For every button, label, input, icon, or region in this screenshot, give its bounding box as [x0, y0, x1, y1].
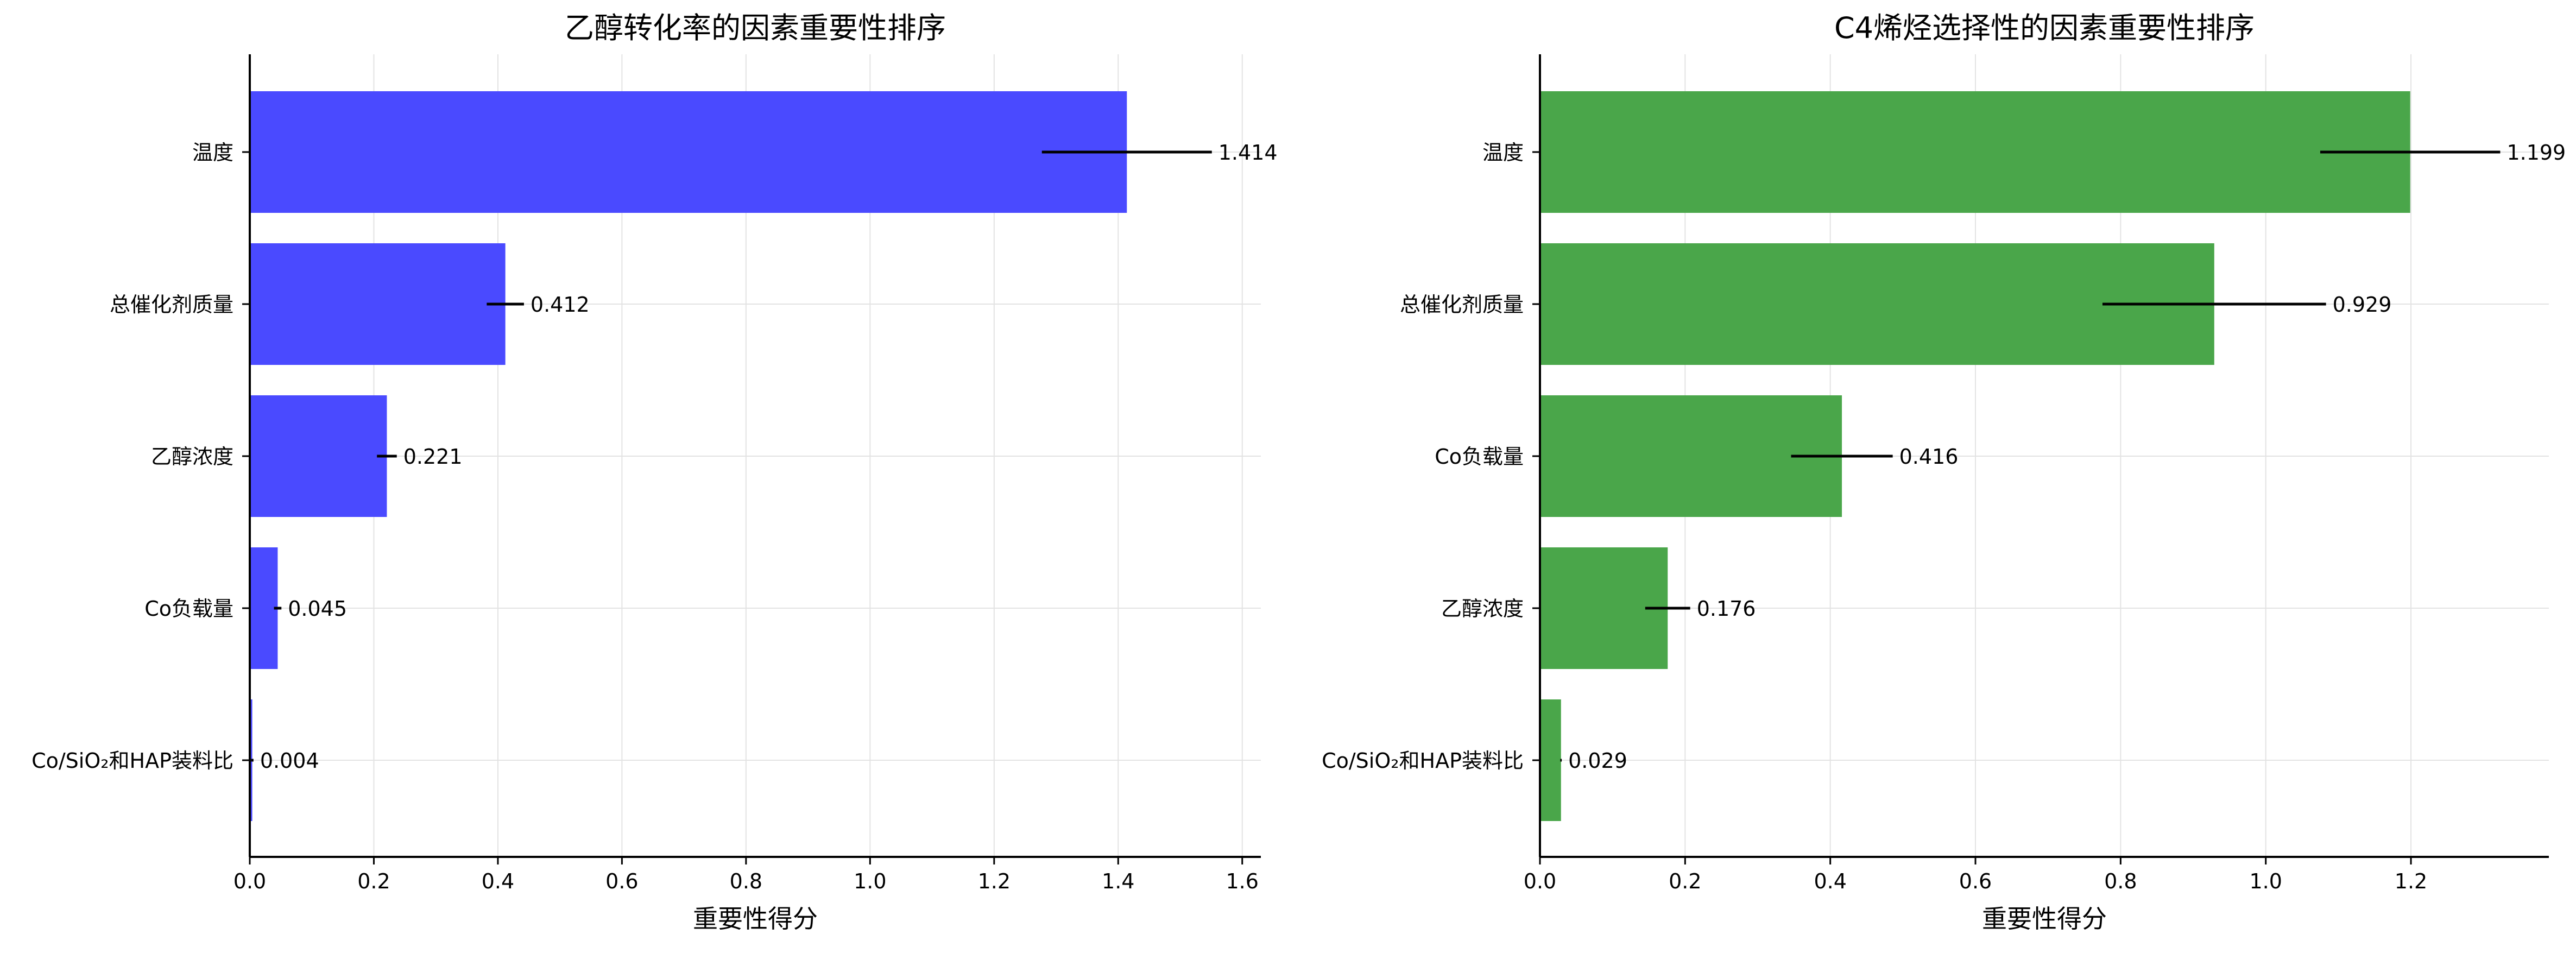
category-label: Co/SiO₂和HAP装料比: [31, 749, 233, 773]
value-label: 0.221: [403, 445, 463, 469]
value-label: 0.412: [531, 293, 590, 317]
value-label: 0.045: [288, 597, 347, 621]
bar: [250, 547, 278, 669]
category-label: 乙醇浓度: [1441, 597, 1524, 621]
bar: [250, 395, 387, 517]
value-label: 0.029: [1568, 749, 1627, 773]
x-tick-label: 0.4: [1814, 869, 1846, 893]
x-tick-label: 0.8: [730, 869, 762, 893]
x-axis-label: 重要性得分: [1982, 904, 2107, 933]
x-tick-label: 1.0: [854, 869, 886, 893]
category-label: 总催化剂质量: [110, 293, 233, 317]
x-tick-label: 1.2: [978, 869, 1011, 893]
value-label: 1.199: [2506, 141, 2566, 165]
category-label: Co负载量: [1435, 445, 1524, 469]
x-tick-label: 1.4: [1102, 869, 1134, 893]
x-tick-label: 1.0: [2249, 869, 2282, 893]
chart-panel-selectivity: C4烯烃选择性的因素重要性排序 0.0 0.2 0.4 0.6 0.8 1.0 1.2 1.19…: [1322, 11, 2566, 933]
category-label: Co/SiO₂和HAP装料比: [1322, 749, 1524, 773]
chart-panel-conversion: 乙醇转化率的因素重要性排序 0.0 0.2 0.4 0.6 0.8 1.0 1.2 1.4 1.6…: [31, 11, 1277, 933]
value-label: 0.929: [2333, 293, 2392, 317]
value-label: 1.414: [1218, 141, 1278, 165]
x-tick-label: 0.2: [1669, 869, 1701, 893]
bar: [1540, 91, 2410, 213]
bar: [250, 243, 506, 365]
value-label: 0.416: [1899, 445, 1959, 469]
x-tick-label: 0.6: [605, 869, 638, 893]
category-label: 总催化剂质量: [1400, 293, 1524, 317]
chart-title: 乙醇转化率的因素重要性排序: [565, 11, 946, 45]
x-tick-label: 1.2: [2395, 869, 2427, 893]
category-label: 温度: [1482, 141, 1524, 165]
x-tick-label: 0.0: [233, 869, 266, 893]
value-label: 0.176: [1697, 597, 1756, 621]
chart-title: C4烯烃选择性的因素重要性排序: [1834, 11, 2255, 45]
x-axis-label: 重要性得分: [693, 904, 818, 933]
x-tick-label: 0.0: [1524, 869, 1556, 893]
category-label: Co负载量: [144, 597, 233, 621]
bar: [1540, 699, 1561, 821]
bar: [250, 91, 1127, 213]
x-tick-label: 0.4: [482, 869, 514, 893]
bar: [1540, 243, 2214, 365]
value-label: 0.004: [260, 749, 319, 773]
category-label: 温度: [192, 141, 233, 165]
x-tick-label: 1.6: [1226, 869, 1259, 893]
x-tick-label: 0.2: [357, 869, 390, 893]
x-tick-label: 0.6: [1959, 869, 1992, 893]
category-label: 乙醇浓度: [151, 445, 233, 469]
x-tick-label: 0.8: [2104, 869, 2137, 893]
